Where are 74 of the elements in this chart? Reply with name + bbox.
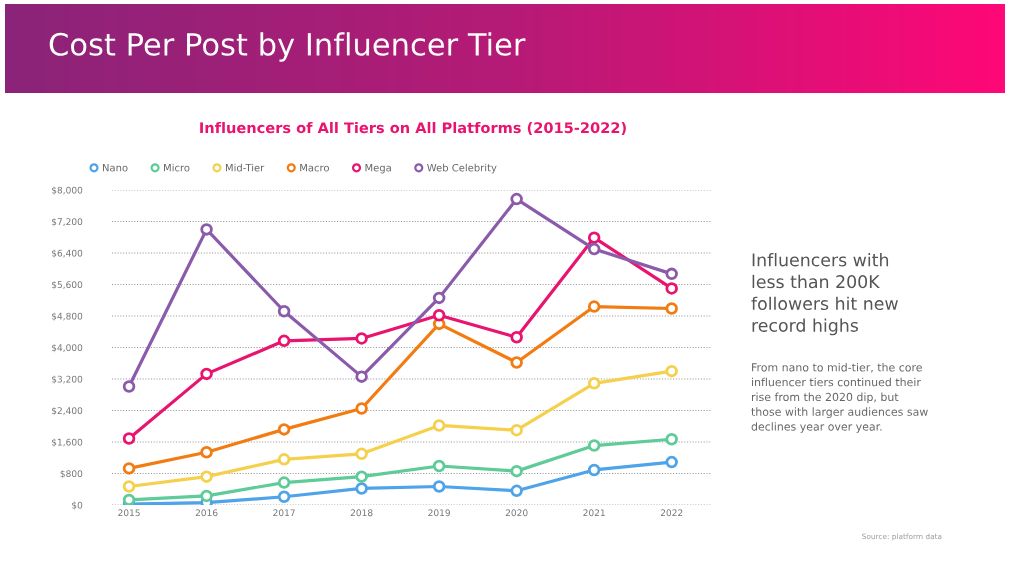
point [355,470,368,483]
point [587,231,601,244]
y-tick-label: $8,000 [51,186,83,195]
point [355,402,368,415]
point [122,493,136,505]
point [587,242,601,256]
point [200,445,213,459]
point [510,423,523,437]
legend-label: Mega [365,164,391,174]
point [277,305,291,318]
y-tick-label: $800 [60,470,83,479]
point [355,482,368,495]
point [355,370,368,383]
point [277,490,291,503]
x-tick-label: 2017 [273,509,295,517]
point [665,455,678,469]
y-tick-label: $7,200 [51,218,83,227]
point [432,308,446,322]
legend-label: Micro [164,163,190,172]
y-tick-label: $1,600 [51,438,83,447]
chart-title: Cost Per Post by Influencer Tier [49,32,526,62]
point [432,459,446,473]
text: From nano to mid-tier, the core influencer tiers continued their rise from the 2020 dip, but those with larger audiences saw declines year over year. [751,363,928,433]
point [355,447,368,461]
y-tick-label: $5,600 [51,281,83,290]
point [665,302,678,315]
y-tick-label: $2,400 [51,407,83,416]
point [122,462,136,475]
x-tick-label: 2020 [505,509,528,517]
point [277,334,291,348]
legend-label: Mid-Tier [225,163,265,172]
point [587,377,601,390]
point [432,419,446,432]
point [665,364,678,378]
point [277,453,291,466]
y-tick-label: $4,800 [51,312,83,321]
point [510,331,523,344]
point [510,356,523,369]
point [665,267,678,281]
point [587,300,601,313]
x-tick-label: 2022 [660,509,683,517]
point [200,367,213,381]
x-tick-label: 2021 [583,509,605,517]
point [277,423,291,436]
point [122,380,136,393]
point [200,470,213,483]
legend-label: Web Celebrity [427,163,497,174]
x-tick-label: 2018 [350,509,373,517]
point [665,282,678,295]
point [510,192,523,206]
point [587,439,601,452]
point [510,464,523,478]
point [587,463,601,477]
point [355,332,368,345]
point [277,476,291,489]
x-tick-label: 2015 [118,509,140,517]
point [665,432,678,446]
y-tick-label: $6,400 [51,249,83,258]
text: Influencers with less than 200K followers hit new record highs [751,253,898,336]
x-tick-label: 2016 [195,509,218,517]
point [432,480,446,493]
y-tick-label: $3,200 [51,375,83,384]
legend-label: Macro [300,164,329,172]
y-tick-label: $0 [72,501,83,510]
x-tick-label: 2019 [428,509,450,517]
chart-subtitle: Influencers of All Tiers on All Platforms (2015-2022) [200,121,626,135]
point [122,480,136,493]
point [510,484,523,498]
y-tick-label: $4,000 [51,344,83,353]
point [432,291,446,305]
point [200,489,213,503]
legend-label: Nano [102,164,128,172]
point [200,223,213,236]
point [122,432,136,445]
